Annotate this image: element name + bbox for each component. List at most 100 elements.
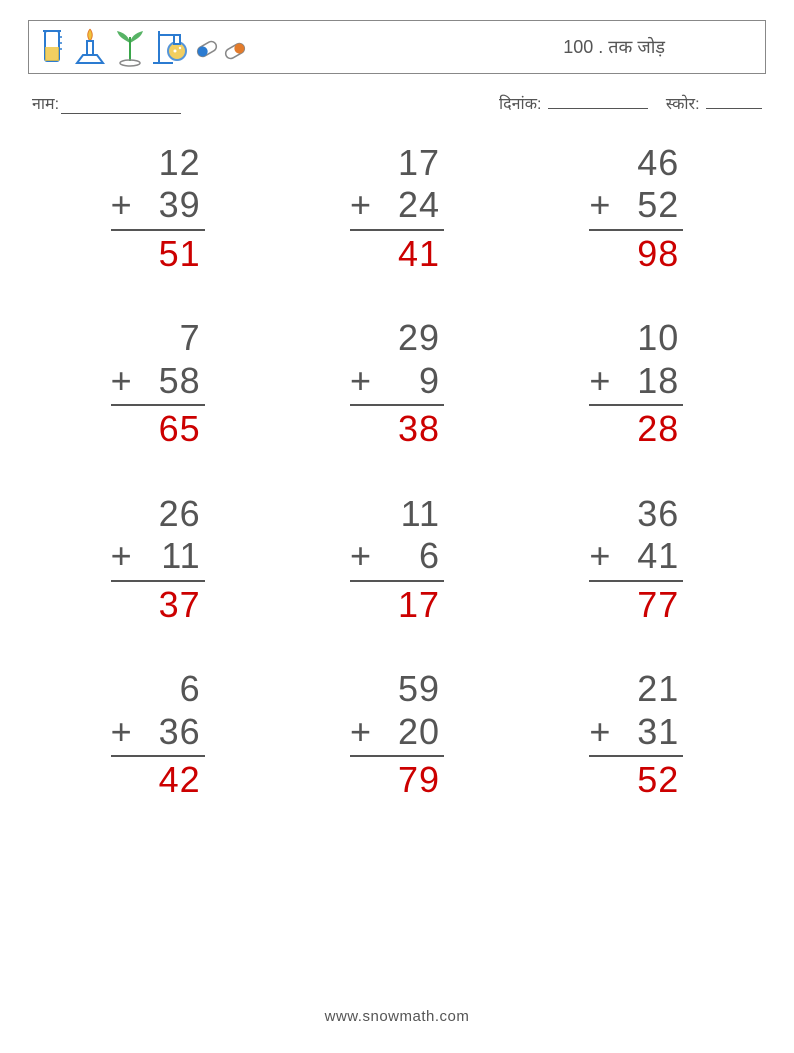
problem-body: 46+5298	[589, 142, 683, 275]
operand-add: 24	[398, 184, 440, 226]
operand-add-row: + 9	[350, 360, 444, 406]
operand-top: 7	[111, 317, 205, 359]
answer: 42	[111, 757, 205, 801]
answer: 51	[111, 231, 205, 275]
plus-sign: +	[589, 360, 611, 402]
burner-icon	[71, 25, 109, 69]
plus-sign: +	[350, 535, 372, 577]
problem-5: 29+ 938	[277, 317, 516, 450]
problem-6: 10+1828	[517, 317, 756, 450]
plus-sign: +	[589, 711, 611, 753]
problem-8: 11+ 6 17	[277, 493, 516, 626]
plus-sign: +	[589, 535, 611, 577]
info-row: नाम: दिनांक: स्कोर:	[28, 92, 766, 114]
operand-top: 26	[111, 493, 205, 535]
header-icons	[35, 25, 251, 69]
operand-add: 18	[637, 360, 679, 402]
operand-add: 9	[408, 360, 440, 402]
name-label: नाम:	[32, 92, 59, 114]
operand-add-row: +52	[589, 184, 683, 230]
footer-url: www.snowmath.com	[0, 1008, 794, 1025]
plus-sign: +	[111, 711, 133, 753]
plus-sign: +	[111, 184, 133, 226]
operand-top: 12	[111, 142, 205, 184]
answer: 98	[589, 231, 683, 275]
operand-top: 6	[111, 668, 205, 710]
operand-add: 11	[161, 535, 200, 577]
operand-add: 52	[637, 184, 679, 226]
problem-12: 21+3152	[517, 668, 756, 801]
flask-stand-icon	[151, 25, 191, 69]
plus-sign: +	[350, 184, 372, 226]
operand-top: 10	[589, 317, 683, 359]
problem-body: 26+11 37	[111, 493, 205, 626]
plus-sign: +	[111, 360, 133, 402]
date-label: दिनांक:	[499, 96, 541, 113]
name-field: नाम:	[32, 92, 181, 114]
operand-add: 6	[408, 535, 440, 577]
problem-body: 21+3152	[589, 668, 683, 801]
operand-top: 29	[350, 317, 444, 359]
problem-body: 36+4177	[589, 493, 683, 626]
problem-body: 7+5865	[111, 317, 205, 450]
answer: 37	[111, 582, 205, 626]
worksheet-page: 100 . तक जोड़ नाम: दिनांक: स्कोर: 12+395…	[0, 0, 794, 1053]
problem-body: 29+ 938	[350, 317, 444, 450]
name-blank[interactable]	[61, 97, 181, 114]
score-label: स्कोर:	[666, 96, 700, 113]
answer: 38	[350, 406, 444, 450]
answer: 28	[589, 406, 683, 450]
beaker-icon	[35, 25, 69, 69]
problem-4: 7+5865	[38, 317, 277, 450]
operand-add-row: +18	[589, 360, 683, 406]
score-blank[interactable]	[706, 92, 762, 109]
worksheet-title: 100 . तक जोड़	[563, 35, 755, 59]
problem-11: 59+2079	[277, 668, 516, 801]
problems-grid: 12+395117+244146+5298 7+586529+ 93810+18…	[28, 142, 766, 802]
operand-top: 21	[589, 668, 683, 710]
operand-top: 59	[350, 668, 444, 710]
operand-add: 36	[159, 711, 201, 753]
operand-add-row: +31	[589, 711, 683, 757]
problem-9: 36+4177	[517, 493, 756, 626]
plus-sign: +	[589, 184, 611, 226]
operand-top: 17	[350, 142, 444, 184]
date-field: दिनांक:	[499, 92, 648, 114]
answer: 52	[589, 757, 683, 801]
answer: 17	[350, 582, 444, 626]
operand-add: 20	[398, 711, 440, 753]
score-field: स्कोर:	[666, 92, 762, 114]
operand-add: 58	[159, 360, 201, 402]
operand-add-row: +20	[350, 711, 444, 757]
operand-add-row: +39	[111, 184, 205, 230]
answer: 41	[350, 231, 444, 275]
operand-top: 36	[589, 493, 683, 535]
pill-blue-icon	[193, 25, 221, 69]
answer: 79	[350, 757, 444, 801]
problem-2: 17+2441	[277, 142, 516, 275]
operand-add: 41	[637, 535, 679, 577]
problem-body: 11+ 6 17	[350, 493, 444, 626]
operand-add-row: +41	[589, 535, 683, 581]
problem-body: 10+1828	[589, 317, 683, 450]
problem-body: 59+2079	[350, 668, 444, 801]
operand-add: 39	[159, 184, 201, 226]
header-box: 100 . तक जोड़	[28, 20, 766, 74]
operand-add-row: +24	[350, 184, 444, 230]
problem-7: 26+11 37	[38, 493, 277, 626]
sprout-icon	[111, 25, 149, 69]
plus-sign: +	[350, 711, 372, 753]
answer: 65	[111, 406, 205, 450]
operand-top: 11	[350, 493, 444, 535]
operand-add-row: +58	[111, 360, 205, 406]
operand-add-row: +36	[111, 711, 205, 757]
problem-10: 6+3642	[38, 668, 277, 801]
problem-3: 46+5298	[517, 142, 756, 275]
problem-body: 12+3951	[111, 142, 205, 275]
operand-add: 31	[637, 711, 679, 753]
answer: 77	[589, 582, 683, 626]
plus-sign: +	[111, 535, 133, 577]
problem-body: 17+2441	[350, 142, 444, 275]
date-blank[interactable]	[548, 92, 648, 109]
problem-body: 6+3642	[111, 668, 205, 801]
